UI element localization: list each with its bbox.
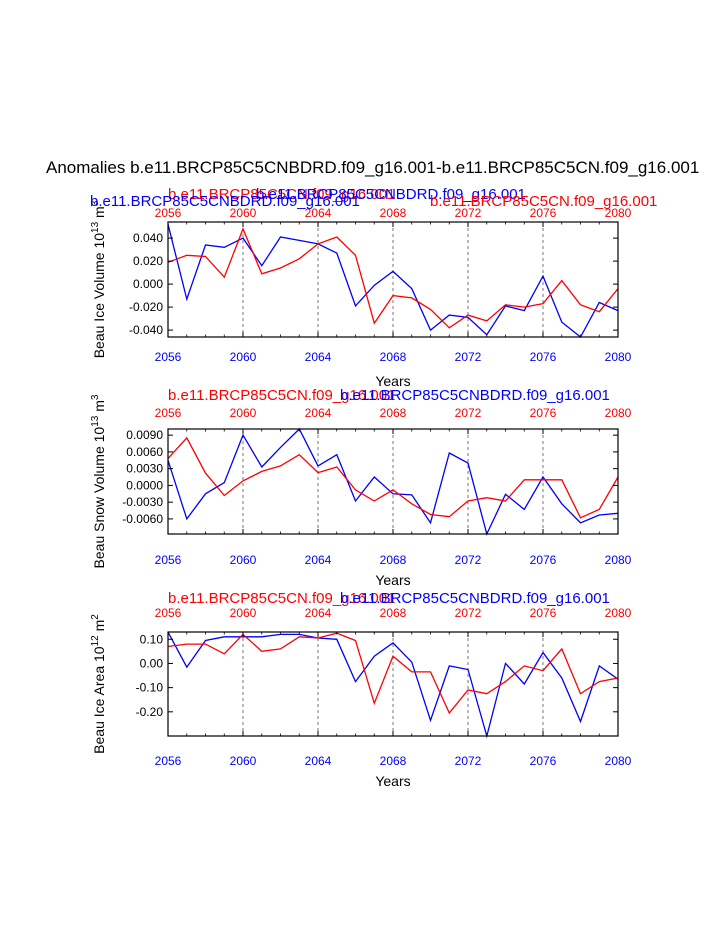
x-tick-label-bottom: 2068	[380, 553, 407, 567]
chart-panel-3: 2056 2056 2060 2060 2064 2064 2068 2068 2072 2072…	[90, 590, 632, 789]
x-tick-label-bottom: 2072	[455, 553, 482, 567]
x-tick-label-bottom: 2080	[605, 350, 632, 364]
x-tick-label-bottom: 2068	[380, 350, 407, 364]
series-line-red	[167, 227, 619, 329]
x-tick-label-bottom: 2080	[605, 553, 632, 567]
x-tick-label-top: 2080	[605, 406, 632, 420]
x-tick-label-top: 2064	[305, 606, 332, 620]
x-tick-label-top: 2060	[230, 606, 257, 620]
y-tick-label: 0.000	[133, 277, 163, 291]
x-tick-label-bottom: 2056	[155, 350, 182, 364]
x-axis-label: Years	[375, 373, 410, 389]
x-tick-label-top: 2064	[305, 206, 332, 220]
x-tick-label-top: 2060	[230, 206, 257, 220]
x-tick-label-bottom: 2056	[155, 553, 182, 567]
y-tick-label: -0.20	[136, 705, 164, 719]
x-tick-label-top: 2068	[380, 206, 407, 220]
x-tick-label-bottom: 2076	[530, 754, 557, 768]
y-tick-label: 0.10	[140, 632, 164, 646]
run-label: b.e11.BRCP85C5CNBDRD.f09_g16.001	[90, 193, 360, 210]
y-tick-label: 0.040	[133, 231, 163, 245]
x-tick-label-top: 2072	[455, 406, 482, 420]
x-tick-label-bottom: 2068	[380, 754, 407, 768]
x-tick-label-bottom: 2060	[230, 350, 257, 364]
x-tick-label-top: 2080	[605, 206, 632, 220]
x-tick-label-bottom: 2060	[230, 553, 257, 567]
x-tick-label-bottom: 2060	[230, 754, 257, 768]
x-tick-label-bottom: 2064	[305, 754, 332, 768]
x-tick-label-bottom: 2076	[530, 350, 557, 364]
x-tick-label-bottom: 2064	[305, 553, 332, 567]
x-tick-label-bottom: 2076	[530, 553, 557, 567]
plot-frame	[167, 428, 619, 535]
run-label: b.e11.BRCP85C5CNBDRD.f09_g16.001	[256, 186, 526, 203]
series-line-blue	[167, 427, 619, 536]
y-axis-label: Beau Ice Volume 1013 m3	[90, 200, 107, 358]
x-tick-label-top: 2080	[605, 606, 632, 620]
y-tick-label: -0.020	[129, 300, 163, 314]
x-tick-label-bottom: 2080	[605, 754, 632, 768]
x-tick-label-top: 2060	[230, 406, 257, 420]
x-tick-label-bottom: 2072	[455, 754, 482, 768]
x-tick-label-top: 2076	[530, 606, 557, 620]
y-tick-label: 0.0090	[126, 428, 163, 442]
x-tick-label-top: 2064	[305, 406, 332, 420]
chart-panel-1: 2056 2056 2060 2060 2064 2064 2068 2068 2072 2072…	[90, 186, 657, 389]
x-axis-label: Years	[375, 773, 410, 789]
x-tick-label-top: 2072	[455, 206, 482, 220]
x-tick-label-bottom: 2064	[305, 350, 332, 364]
y-tick-label: 0.0060	[126, 445, 163, 459]
chart-panel-2: 2056 2056 2060 2060 2064 2064 2068 2068 2072 2072…	[90, 387, 632, 588]
y-tick-label: 0.0000	[126, 478, 163, 492]
x-tick-label-top: 2076	[530, 206, 557, 220]
x-tick-label-top: 2068	[380, 406, 407, 420]
y-tick-label: -0.040	[129, 323, 163, 337]
y-tick-label: -0.0030	[122, 495, 163, 509]
y-tick-label: 0.00	[140, 656, 164, 670]
y-tick-label: -0.10	[136, 681, 164, 695]
plot-frame	[167, 631, 619, 737]
x-tick-label-top: 2056	[155, 406, 182, 420]
x-tick-label-top: 2068	[380, 606, 407, 620]
run-label: b.e11.BRCP85C5CN.f09_g16.001	[168, 590, 395, 607]
y-axis-label: Beau Ice Area 1012 m2	[90, 614, 107, 754]
series-line-blue	[167, 631, 619, 739]
x-tick-label-top: 2072	[455, 606, 482, 620]
series-line-blue	[167, 224, 619, 338]
x-tick-label-bottom: 2056	[155, 754, 182, 768]
run-label: b.e11.BRCP85C5CN.f09_g16.001	[168, 387, 395, 404]
run-label: b.e11.BRCP85C5CNBDRD.f09_g16.001	[340, 590, 610, 607]
x-tick-label-top: 2056	[155, 206, 182, 220]
y-tick-label: 0.0030	[126, 462, 163, 476]
x-tick-label-top: 2076	[530, 406, 557, 420]
y-tick-label: -0.0060	[122, 512, 163, 526]
run-label: b.e11.BRCP85C5CN.f09_g16.001	[430, 193, 657, 210]
run-label: b.e11.BRCP85C5CN.f09_g16.001	[168, 186, 395, 203]
y-tick-label: 0.020	[133, 254, 163, 268]
series-line-red	[167, 436, 619, 519]
y-axis-label: Beau Snow Volume 1013 m3	[90, 394, 107, 568]
x-tick-label-top: 2056	[155, 606, 182, 620]
x-tick-label-bottom: 2072	[455, 350, 482, 364]
main-title: Anomalies b.e11.BRCP85C5CNBDRD.f09_g16.0…	[46, 158, 699, 177]
x-axis-label: Years	[375, 572, 410, 588]
run-label: b.e11.BRCP85C5CNBDRD.f09_g16.001	[340, 387, 610, 404]
